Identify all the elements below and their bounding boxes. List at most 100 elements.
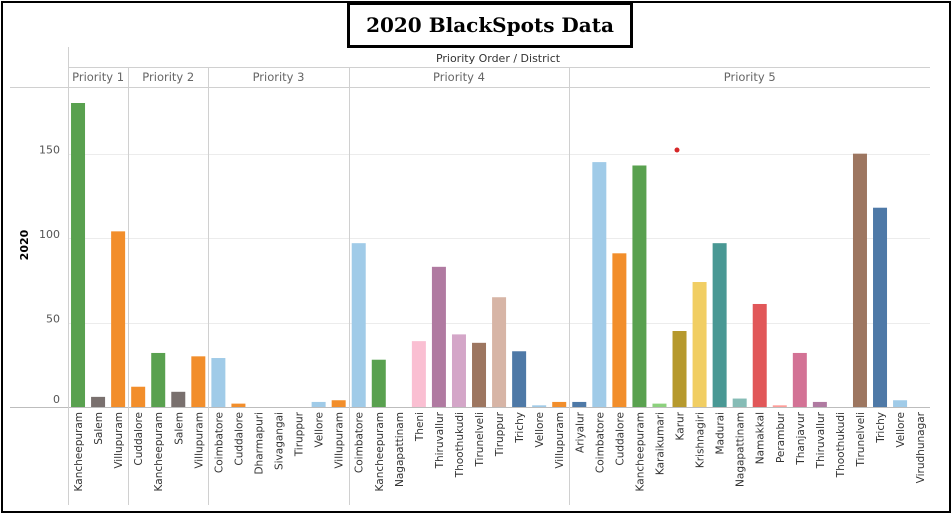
- bar: [572, 401, 587, 407]
- category-label: Tirunelveli: [474, 412, 486, 468]
- bar: [91, 396, 106, 407]
- category-label: Salem: [173, 412, 185, 445]
- bar: [512, 351, 527, 407]
- category-label: Tiruppur: [294, 411, 306, 457]
- category-label: Madurai: [715, 412, 727, 454]
- category-label: Tirunelveli: [855, 412, 867, 468]
- category-label: Dharmapuri: [253, 412, 265, 475]
- category-label: Thanjavur: [795, 411, 807, 465]
- bar: [171, 391, 186, 407]
- group-label: Priority 2: [142, 70, 194, 84]
- y-tick-label: 100: [39, 228, 60, 241]
- category-label: Trichy: [514, 412, 526, 444]
- bar: [712, 243, 727, 407]
- y-tick-label: 150: [39, 144, 60, 157]
- bar: [752, 303, 767, 407]
- bar: [492, 297, 507, 407]
- bar: [431, 266, 446, 407]
- bar: [411, 341, 426, 407]
- grid-layer: [10, 67, 930, 505]
- category-label: Coimbatore: [213, 412, 225, 473]
- bar: [71, 103, 86, 407]
- group-label: Priority 5: [724, 70, 776, 84]
- marker-dot: [674, 147, 680, 153]
- bar: [632, 165, 647, 407]
- chart-title-box: 2020 BlackSpots Data: [347, 2, 633, 48]
- category-label: Trichy: [875, 412, 887, 444]
- category-label: Vellore: [314, 412, 326, 448]
- bar: [211, 358, 226, 407]
- category-label: Karur: [675, 411, 687, 440]
- category-label: Thiruvallur: [815, 411, 827, 469]
- category-label: Perambur: [775, 411, 787, 463]
- bar: [231, 403, 246, 407]
- bar: [592, 162, 607, 407]
- category-label: Namakkal: [755, 412, 767, 464]
- y-tick-label: 0: [53, 393, 60, 406]
- category-label: Kancheepuram: [153, 412, 165, 491]
- bar: [893, 400, 908, 407]
- category-label: Vellore: [895, 412, 907, 448]
- category-label: Kancheepuram: [374, 412, 386, 491]
- bars-layer: [71, 103, 908, 407]
- category-label: Karaikumari: [654, 412, 666, 475]
- bar: [852, 153, 867, 407]
- category-label: Thoothukudi: [835, 412, 847, 478]
- group-label: Priority 3: [253, 70, 305, 84]
- bar: [652, 403, 667, 407]
- y-axis: 2020 0 50 100 150: [18, 144, 60, 406]
- category-label: Cuddalore: [614, 412, 626, 466]
- bar: [131, 386, 146, 407]
- bar: [692, 282, 707, 407]
- category-label: Villupuram: [113, 412, 125, 469]
- category-label: Tiruppur: [494, 411, 506, 457]
- bar: [612, 253, 627, 407]
- category-label: Krishnagiri: [695, 412, 707, 468]
- category-label: Kancheepuram: [73, 412, 85, 491]
- category-label: Thiruvallur: [434, 411, 446, 469]
- bar: [873, 207, 888, 407]
- category-label: Thoothukudi: [454, 412, 466, 478]
- bar: [111, 231, 126, 407]
- category-label: Villupuram: [554, 412, 566, 469]
- bar: [151, 352, 166, 407]
- category-label: Sivagangai: [274, 412, 286, 470]
- group-label: Priority 4: [433, 70, 485, 84]
- category-label: Villupuram: [193, 412, 205, 469]
- category-label: Cuddalore: [233, 412, 245, 466]
- bar: [812, 401, 827, 407]
- bar: [311, 401, 326, 407]
- chart-header: Priority Order / District Priority 1 Prio…: [10, 47, 930, 88]
- category-label: Ariyalur: [574, 411, 586, 453]
- category-label: Nagapattinam: [394, 412, 406, 487]
- y-axis-label: 2020: [18, 229, 31, 260]
- category-labels: Kancheepuram Salem Villupuram Cuddalore Kanc…: [73, 411, 927, 491]
- category-label: Coimbatore: [354, 412, 366, 473]
- bar: [672, 331, 687, 407]
- category-label: Cuddalore: [133, 412, 145, 466]
- category-label: Salem: [93, 412, 105, 445]
- category-label: Virudhunagar: [915, 411, 927, 483]
- bar: [472, 342, 487, 407]
- bar: [732, 398, 747, 407]
- bar: [792, 352, 807, 407]
- bar: [191, 356, 206, 407]
- category-label: Nagapattinam: [735, 412, 747, 487]
- category-label: Coimbatore: [594, 412, 606, 473]
- category-label: Villupuram: [334, 412, 346, 469]
- chart-title: 2020 BlackSpots Data: [366, 13, 614, 37]
- group-label: Priority 1: [72, 70, 124, 84]
- bar: [772, 405, 787, 407]
- bar: [351, 243, 366, 407]
- y-tick-label: 50: [46, 313, 60, 326]
- category-label: Kancheepuram: [634, 412, 646, 491]
- bar: [451, 334, 466, 407]
- category-label: Vellore: [534, 412, 546, 448]
- header-label: Priority Order / District: [436, 52, 561, 65]
- bar: [552, 401, 567, 407]
- bar: [532, 405, 547, 407]
- bar: [331, 400, 346, 407]
- category-label: Theni: [414, 412, 426, 442]
- bar: [371, 359, 386, 407]
